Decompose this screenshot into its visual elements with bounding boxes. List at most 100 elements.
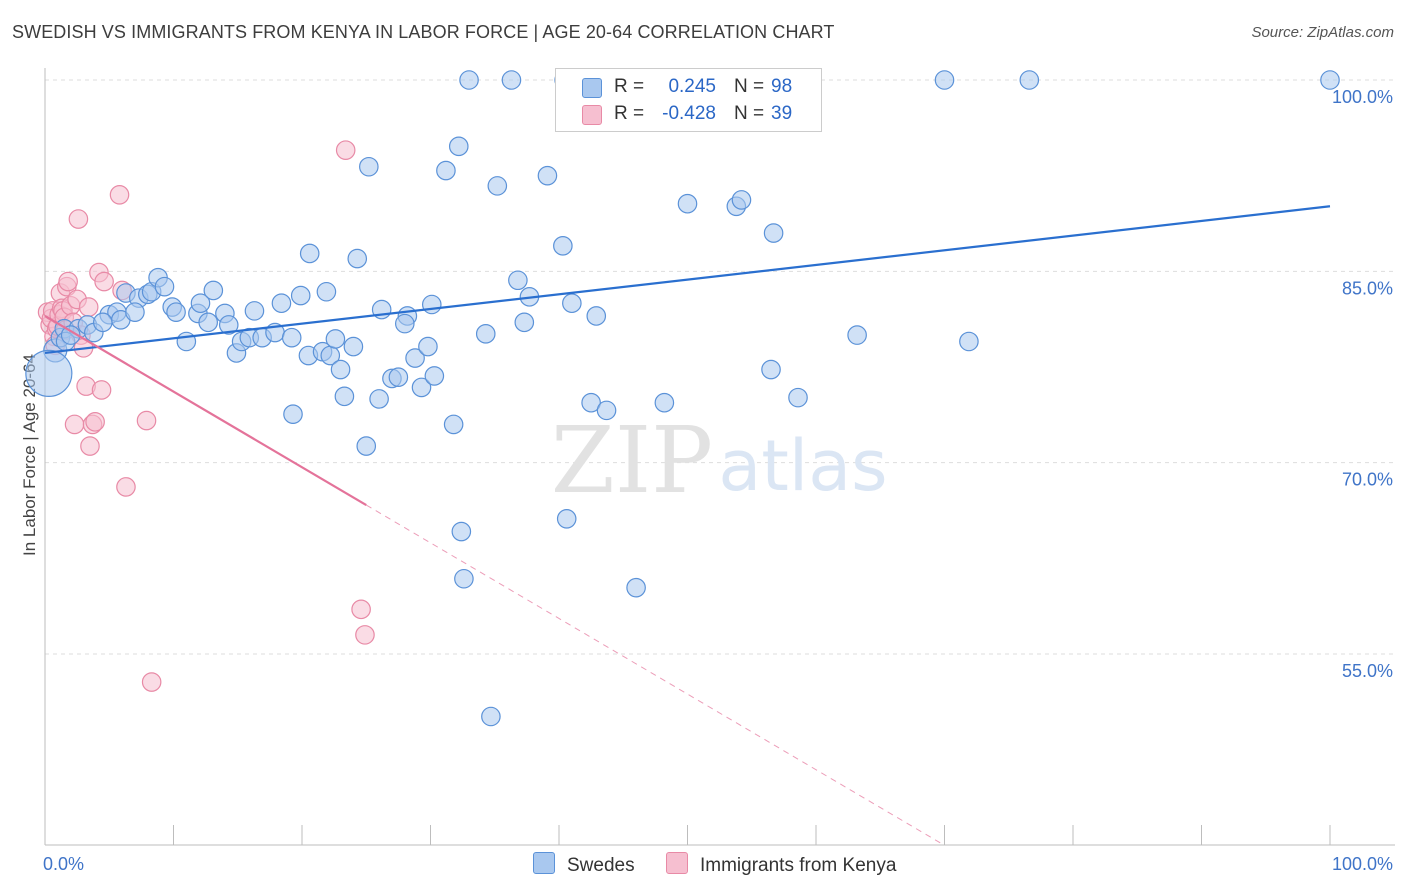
swedes-point (677, 193, 698, 214)
trend-lines (44, 205, 1331, 846)
chart-title: SWEDISH VS IMMIGRANTS FROM KENYA IN LABO… (12, 22, 835, 42)
kenya-label: Immigrants from Kenya (700, 855, 897, 876)
stats-legend: R = 0.245 N = 98 R = -0.428 N = 39 (555, 68, 822, 132)
x-tick-label: 100.0% (1332, 854, 1393, 874)
swedes-point (203, 280, 224, 301)
watermark-zip: ZIP (551, 407, 713, 514)
legend-r-label: R = (614, 76, 645, 97)
swedes-point (537, 165, 558, 186)
swedes-point (25, 349, 73, 397)
swedes-point (763, 223, 784, 243)
swedes-point (553, 236, 573, 256)
kenya-trend-extension (365, 504, 945, 846)
kenya-point (64, 414, 85, 435)
watermark: ZIP atlas (551, 407, 888, 514)
swedes-point (166, 302, 186, 322)
swedes-point (443, 414, 464, 435)
legend-n-value: 98 (771, 76, 793, 97)
swedes-point (356, 436, 377, 456)
swedes-point (556, 508, 577, 529)
source-attribution: Source: ZipAtlas.com (1251, 24, 1394, 41)
axes (44, 68, 1395, 846)
legend-swatch-kenya (582, 105, 602, 125)
swedes-point (959, 331, 979, 352)
kenya-point (116, 477, 136, 497)
swedes-point (448, 136, 469, 157)
swedes-point (436, 160, 456, 181)
kenya-point (78, 297, 99, 317)
kenya-point (141, 672, 162, 692)
kenya-point (355, 625, 375, 645)
swedes-point (281, 327, 302, 348)
swedes-point (283, 404, 303, 424)
swedes-label: Swedes (567, 855, 635, 876)
kenya-point (91, 380, 112, 400)
swedes-point (424, 366, 445, 386)
legend-swatch-swedes (582, 78, 602, 98)
kenya-points (37, 140, 375, 692)
swedes-point (451, 521, 472, 542)
legend-item-kenya[interactable]: Immigrants from Kenya (666, 852, 896, 877)
x-tick-label: 0.0% (43, 854, 84, 874)
swedes-point (481, 706, 501, 727)
legend-n-label: N = (734, 76, 765, 97)
kenya-swatch (666, 852, 688, 874)
swedes-point (316, 281, 337, 302)
swedes-point (421, 294, 442, 315)
swedes-point (1019, 70, 1040, 90)
swedes-point (369, 389, 389, 409)
swedes-point (394, 313, 415, 334)
swedes-point (501, 70, 522, 90)
swedes-point (343, 336, 364, 357)
swedes-point (347, 248, 368, 269)
swedes-point (562, 293, 582, 314)
kenya-point (94, 271, 114, 292)
swedes-point (359, 156, 379, 177)
legend-row-kenya: R = -0.428 N = 39 (556, 100, 821, 128)
swedes-point (334, 386, 355, 407)
legend-r-label: R = (614, 103, 645, 124)
y-tick-label: 100.0% (1332, 87, 1393, 107)
kenya-point (68, 209, 89, 229)
swedes-point (218, 315, 239, 335)
swedes-point (586, 306, 607, 326)
swedes-point (514, 312, 535, 333)
swedes-point (626, 577, 646, 598)
swedes-point (761, 359, 781, 380)
legend-row-swedes: R = 0.245 N = 98 (556, 73, 821, 101)
legend-item-swedes[interactable]: Swedes (533, 852, 635, 877)
kenya-trend-line (44, 315, 367, 506)
legend-r-value: 0.245 (668, 76, 716, 97)
swedes-point (788, 387, 808, 408)
swedes-point (60, 325, 81, 345)
kenya-point (58, 271, 78, 292)
kenya-point (109, 185, 130, 205)
swedes-point (271, 293, 292, 314)
swedes-point (508, 270, 528, 291)
swedes-point (459, 70, 479, 90)
swedes-point (125, 302, 145, 322)
swedes-point (847, 325, 867, 345)
swedes-point (290, 285, 311, 306)
y-tick-label: 70.0% (1342, 470, 1393, 490)
legend-r-value: -0.428 (662, 103, 716, 124)
series-legend: Swedes Immigrants from Kenya (0, 852, 1406, 878)
swedes-point (454, 568, 474, 589)
legend-n-label: N = (734, 103, 765, 124)
swedes-point (244, 301, 265, 321)
swedes-point (596, 400, 617, 421)
swedes-point (418, 336, 438, 357)
swedes-point (581, 392, 601, 413)
kenya-point (80, 436, 100, 456)
kenya-point (351, 599, 371, 620)
swedes-points (25, 70, 1340, 727)
swedes-point (388, 367, 409, 388)
y-tick-label: 85.0% (1342, 278, 1393, 298)
grid-lines (45, 79, 1395, 655)
y-tick-label: 55.0% (1342, 661, 1393, 681)
kenya-point (335, 140, 356, 160)
kenya-point (85, 412, 105, 432)
swedes-trend-line (44, 205, 1331, 355)
swedes-point (405, 348, 425, 368)
